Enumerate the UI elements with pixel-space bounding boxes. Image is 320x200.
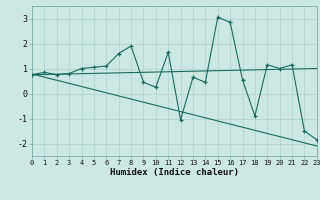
X-axis label: Humidex (Indice chaleur): Humidex (Indice chaleur) [110,168,239,177]
